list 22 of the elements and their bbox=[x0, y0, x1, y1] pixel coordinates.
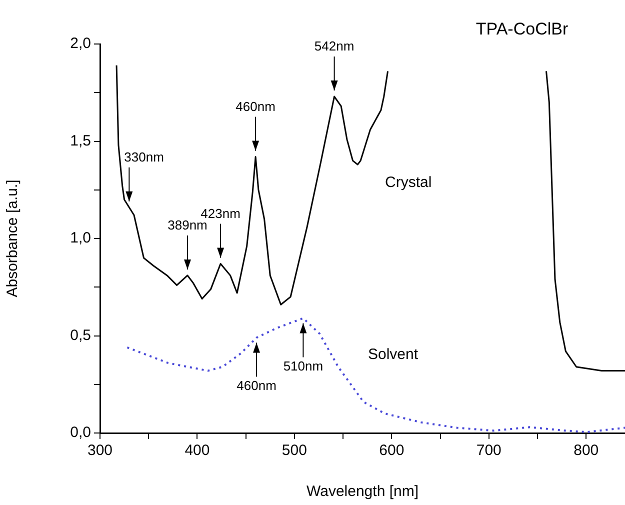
y-tick-label: 1,5 bbox=[70, 132, 91, 150]
x-tick-label: 800 bbox=[574, 442, 599, 460]
y-tick-label: 2,0 bbox=[70, 35, 91, 52]
x-tick-label: 600 bbox=[379, 442, 404, 460]
x-tick-label: 400 bbox=[184, 442, 210, 460]
annotation: 542nm bbox=[314, 38, 354, 54]
series-label: Solvent bbox=[368, 346, 419, 364]
y-tick-label: 0,5 bbox=[70, 326, 91, 344]
x-tick-label: 300 bbox=[87, 442, 113, 460]
annotation: 460nm bbox=[236, 98, 276, 114]
annotation: 330nm bbox=[124, 149, 164, 164]
series-label: Crystal bbox=[385, 174, 432, 192]
y-tick-label: 1,0 bbox=[70, 230, 91, 247]
x-axis-title: Wavelength [nm] bbox=[306, 483, 418, 500]
line-series bbox=[126, 317, 625, 433]
annotation: 460nm bbox=[236, 378, 276, 393]
y-axis-title: Absorbance [a.u.] bbox=[4, 180, 22, 298]
annotation: 510nm bbox=[283, 358, 324, 374]
y-tick-label: 0,0 bbox=[70, 424, 91, 442]
chart-title: TPA-CoClBr bbox=[476, 20, 568, 39]
x-tick-label: 500 bbox=[282, 442, 307, 460]
x-tick-label: 700 bbox=[476, 442, 502, 460]
